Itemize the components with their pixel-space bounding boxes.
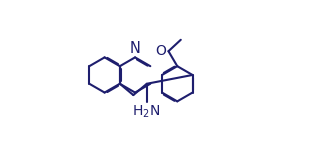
Text: H$_2$N: H$_2$N — [132, 103, 161, 120]
Text: N: N — [129, 41, 141, 56]
Text: O: O — [155, 44, 166, 58]
